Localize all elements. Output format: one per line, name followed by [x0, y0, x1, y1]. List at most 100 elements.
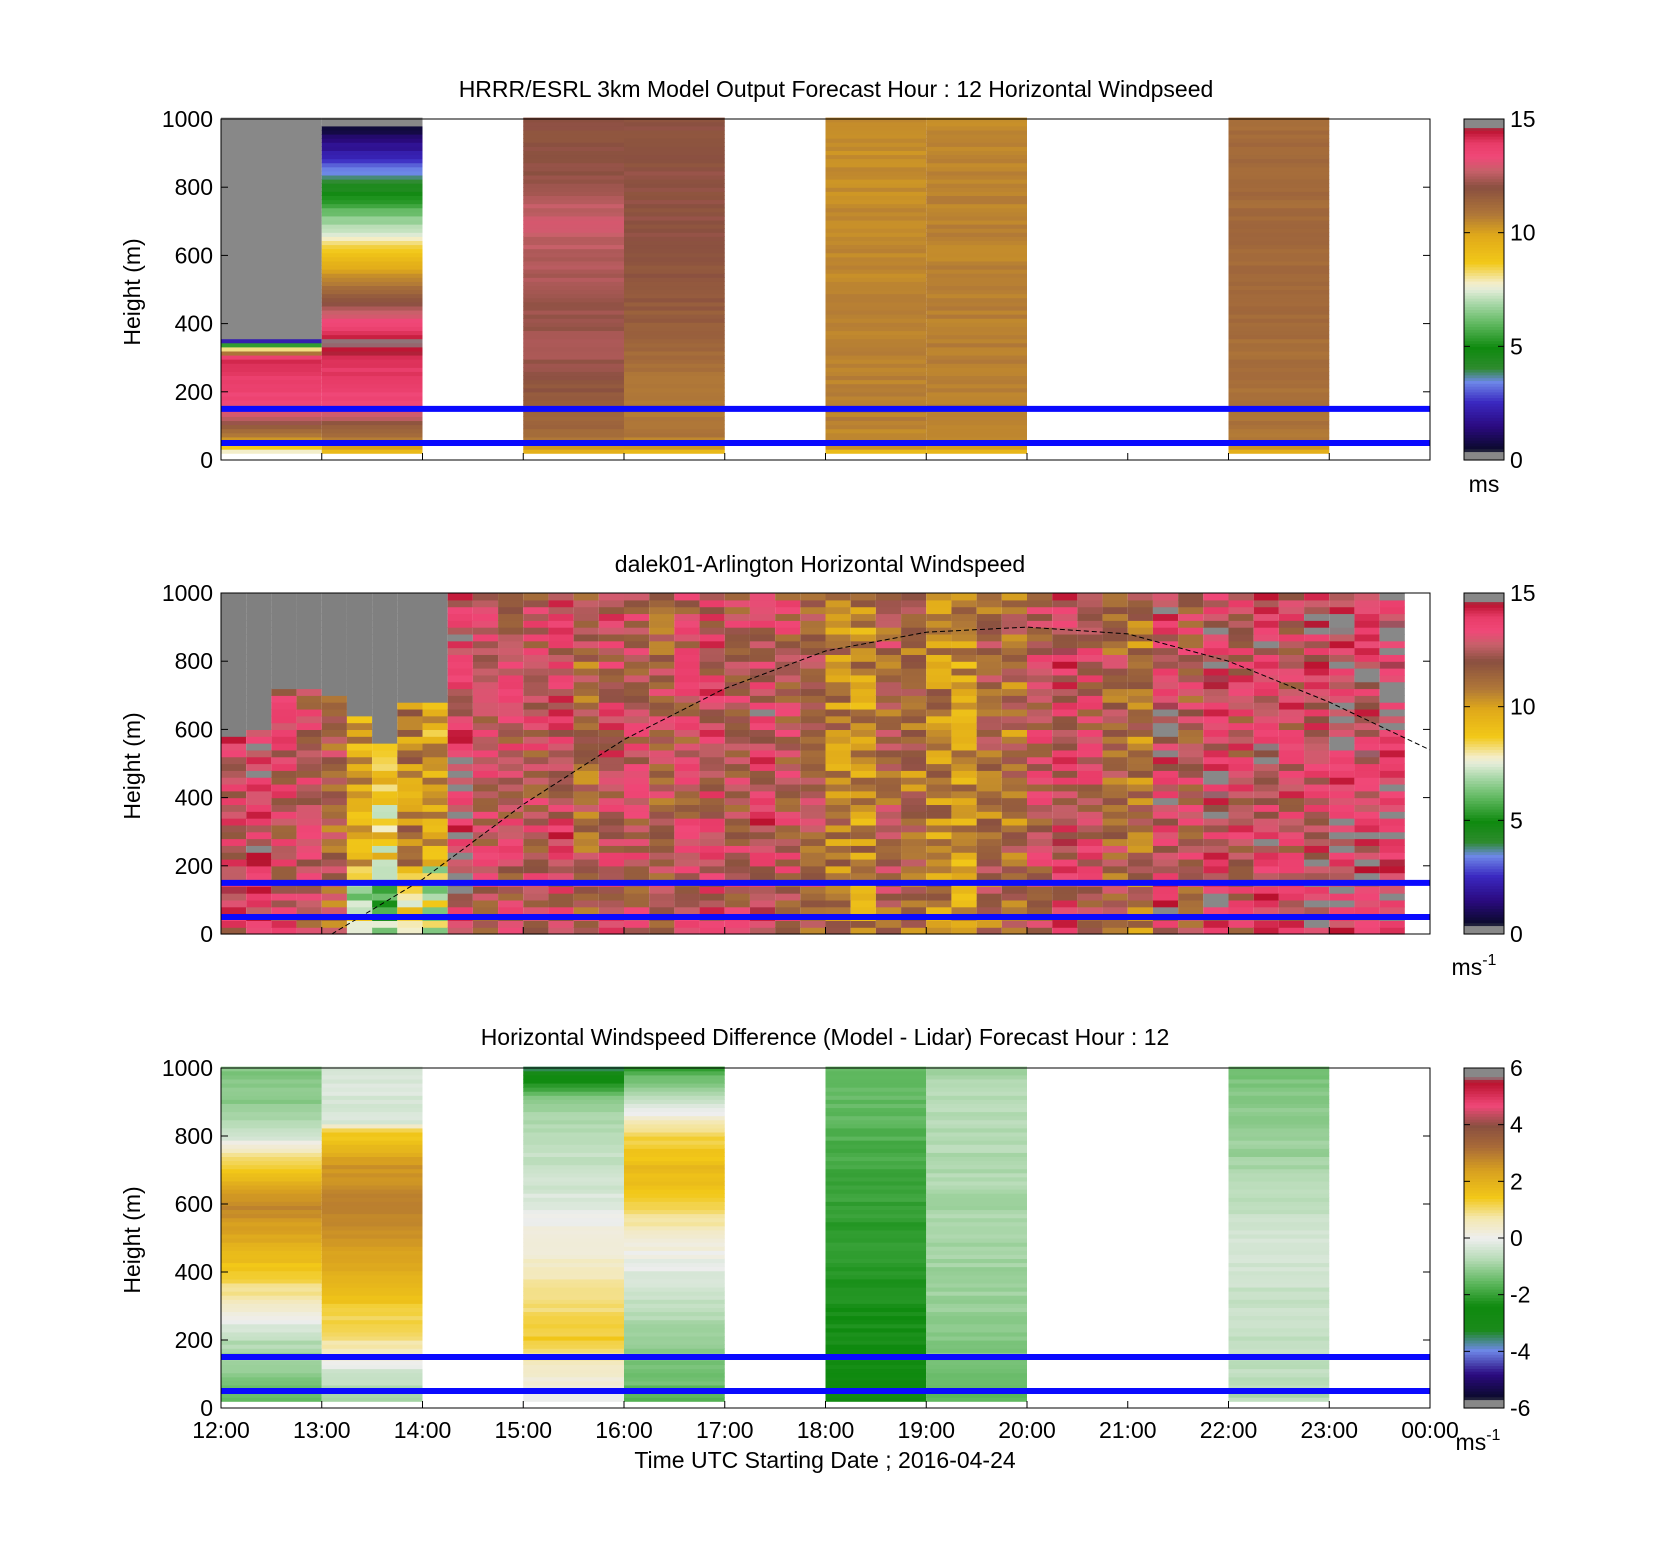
heatmap-cell [246, 722, 272, 730]
heatmap-cell [246, 770, 272, 778]
heatmap-cell [321, 1246, 423, 1251]
heatmap-cell [372, 722, 398, 730]
heatmap-cell [523, 640, 549, 649]
heatmap-cell [523, 899, 549, 908]
heatmap-cell [624, 1295, 725, 1300]
heatmap-cell [221, 1070, 322, 1076]
colorbar-step [1464, 862, 1504, 867]
heatmap-cell [699, 613, 725, 621]
colorbar-step [1464, 916, 1504, 921]
heatmap-cell [1102, 715, 1128, 724]
heatmap-cell [321, 412, 423, 417]
heatmap-cell [825, 1087, 927, 1092]
heatmap-cell [1228, 688, 1254, 696]
heatmap-cell [523, 117, 624, 123]
heatmap-cell [875, 647, 902, 655]
heatmap-cell [850, 654, 876, 662]
heatmap-cell [976, 838, 1002, 846]
heatmap-cells [221, 117, 1330, 454]
heatmap-cell [1027, 599, 1053, 608]
heatmap-cell [1228, 150, 1330, 156]
heatmap-cell [221, 1205, 322, 1211]
heatmap-cell [674, 702, 700, 710]
heatmap-cell [221, 790, 247, 799]
colorbar-step [1464, 885, 1504, 890]
heatmap-cell [1127, 777, 1153, 785]
heatmap-cell [1102, 599, 1128, 608]
heatmap-cell [926, 1148, 1027, 1153]
heatmap-cell [926, 277, 1027, 282]
heatmap-cell [1203, 620, 1229, 628]
heatmap-cell [1354, 852, 1380, 860]
heatmap-cell [1001, 811, 1027, 819]
heatmap-cell [397, 777, 423, 785]
heatmap-cell [749, 804, 776, 812]
heatmap-cell [825, 244, 927, 250]
heatmap-cell [1228, 428, 1330, 434]
heatmap-cell [1102, 770, 1128, 778]
heatmap-cell [1178, 599, 1204, 608]
y-tick-label: 600 [175, 1191, 213, 1217]
heatmap-cell [624, 1136, 725, 1141]
heatmap-cell [1228, 838, 1254, 846]
heatmap-cell [422, 681, 448, 690]
heatmap-cell [221, 162, 322, 168]
heatmap-cell [321, 436, 423, 442]
heatmap-cell [825, 770, 851, 778]
heatmap-cell [1203, 708, 1229, 717]
reference-lines [221, 879, 1430, 920]
heatmap-cell [296, 811, 322, 819]
heatmap-cell [1052, 715, 1078, 724]
heatmap-cell [825, 1258, 927, 1264]
heatmap-cell [1228, 1229, 1330, 1235]
heatmap-cell [724, 865, 750, 874]
heatmap-cell [372, 708, 398, 717]
heatmap-cell [246, 661, 272, 669]
colorbar-step [1464, 423, 1504, 427]
heatmap-cell [321, 1111, 423, 1117]
heatmap-cell [800, 708, 826, 717]
heatmap-cell [901, 927, 927, 935]
heatmap-cell [321, 1376, 423, 1382]
heatmap-cell [825, 134, 927, 139]
heatmap-cell [422, 606, 448, 615]
heatmap-cell [472, 736, 499, 744]
heatmap-cell [1354, 688, 1380, 696]
heatmap-cell [1052, 606, 1078, 615]
heatmap-cell [825, 1197, 927, 1202]
heatmap-cell [573, 756, 599, 765]
colorbar-step [1464, 817, 1504, 821]
heatmap-cell [724, 783, 750, 792]
heatmap-cell [624, 342, 725, 348]
heatmap-cell [221, 1315, 322, 1321]
heatmap-cell [624, 1327, 725, 1333]
colorbar-step [1464, 451, 1504, 455]
heatmap-cell [1001, 647, 1027, 655]
heatmap-cell [1379, 654, 1405, 662]
heatmap-cell [749, 743, 776, 751]
colorbar-step [1464, 664, 1504, 668]
heatmap-cell [1329, 647, 1355, 655]
heatmap-cell [523, 1315, 624, 1321]
heatmap-cell [321, 1172, 423, 1178]
heatmap-cell [271, 743, 297, 751]
heatmap-cell [271, 906, 297, 915]
y-tick-label: 600 [175, 716, 213, 742]
heatmap-cell [1304, 708, 1330, 717]
heatmap-cell [523, 1107, 624, 1113]
colorbar-step [1464, 729, 1504, 733]
heatmap-cell [1354, 804, 1380, 812]
colorbar-step [1464, 1260, 1504, 1265]
heatmap-cell [624, 1209, 725, 1215]
heatmap-cell [624, 893, 650, 901]
heatmap-cell [674, 593, 700, 601]
heatmap-cell [825, 729, 851, 737]
heatmap-cell [825, 1254, 927, 1259]
heatmap-cell [1329, 708, 1355, 717]
heatmap-cell [976, 756, 1002, 765]
heatmap-cell [321, 199, 423, 205]
heatmap-cell [321, 1372, 423, 1378]
heatmap-cell [573, 824, 599, 833]
heatmap-cell [246, 729, 272, 737]
